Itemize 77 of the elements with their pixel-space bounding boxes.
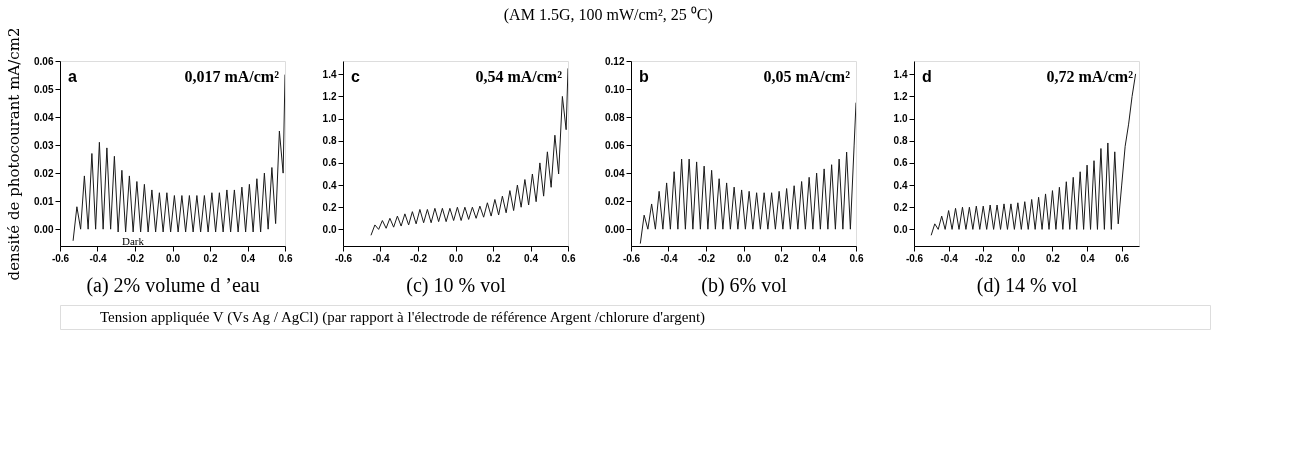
y-tick-label: 0.0 [893, 223, 908, 235]
x-tick-label: 0.0 [166, 252, 181, 264]
x-tick-label: 0.4 [1080, 252, 1095, 264]
x-tick-label: -0.4 [89, 252, 108, 264]
y-axis-title: densité de photocourant mA/cm2 [5, 27, 24, 281]
annotation: 0,54 mA/cm² [475, 68, 563, 85]
x-tick-label: -0.2 [697, 252, 716, 264]
x-axis-title: (d) 14 % vol [976, 273, 1078, 297]
x-tick-label: 0.4 [241, 252, 256, 264]
annotation: a [68, 68, 77, 85]
annotation: 0,017 mA/cm² [184, 68, 280, 85]
annotation: Dark [122, 235, 145, 247]
annotation: c [351, 68, 360, 85]
x-tick-label: -0.6 [51, 252, 70, 264]
x-tick-label: -0.2 [975, 252, 993, 264]
line-series [930, 73, 1137, 236]
y-tick-label: 0.08 [605, 111, 625, 123]
x-tick-label: 0.6 [849, 252, 864, 264]
y-tick-label: 0.04 [34, 111, 54, 123]
x-tick-label: 0.6 [561, 252, 576, 264]
text: Tension appliquée V (Vs Ag / AgCl) (par rapport à l'électrode de référence Argent /chlorure d'argent) [100, 309, 706, 326]
y-tick-label: 0.6 [893, 157, 908, 169]
line-series [639, 102, 856, 244]
y-tick-label: 1.4 [322, 68, 337, 80]
y-tick-label: 0.06 [605, 139, 625, 151]
x-tick-label: 0.2 [486, 252, 501, 264]
y-tick-label: 0.8 [893, 135, 908, 147]
y-tick-label: 0.2 [893, 201, 908, 213]
y-tick-label: 0.6 [322, 157, 337, 169]
y-tick-label: 1.4 [893, 68, 908, 80]
x-tick-label: 0.2 [774, 252, 789, 264]
y-tick-label: 0.01 [34, 195, 54, 207]
x-tick-label: -0.6 [334, 252, 353, 264]
x-tick-label: -0.2 [409, 252, 428, 264]
annotation: d [922, 68, 932, 85]
x-tick-label: 0.4 [812, 252, 827, 264]
y-tick-label: 0.12 [605, 55, 625, 67]
y-tick-label: 0.4 [893, 179, 908, 191]
x-tick-label: -0.4 [940, 252, 959, 264]
x-tick-label: 0.2 [203, 252, 218, 264]
annotation: b [639, 68, 649, 85]
annotation: 0,05 mA/cm² [763, 68, 851, 85]
x-tick-label: 0.6 [1115, 252, 1130, 264]
x-axis-title: (c) 10 % vol [406, 273, 507, 297]
y-tick-label: 0.2 [322, 201, 337, 213]
y-tick-label: 0.10 [605, 83, 625, 95]
y-tick-label: 0.0 [322, 223, 337, 235]
x-axis-title: (b) 6% vol [701, 273, 788, 297]
x-tick-label: 0.6 [278, 252, 293, 264]
y-tick-label: 0.03 [34, 139, 54, 151]
text: (AM 1.5G, 100 mW/cm², 25 ⁰C) [503, 5, 713, 24]
y-tick-label: 0.02 [605, 195, 625, 207]
y-tick-label: 1.0 [893, 113, 908, 125]
annotation: 0,72 mA/cm² [1046, 68, 1134, 85]
y-tick-label: 0.00 [605, 223, 625, 235]
line-series [370, 68, 568, 236]
x-tick-label: 0.0 [449, 252, 464, 264]
y-tick-label: 0.4 [322, 179, 337, 191]
x-tick-label: 0.2 [1046, 252, 1061, 264]
y-tick-label: 1.0 [322, 113, 337, 125]
y-tick-label: 1.2 [322, 90, 337, 102]
y-tick-label: 0.02 [34, 167, 54, 179]
x-tick-label: -0.2 [126, 252, 145, 264]
y-tick-label: 1.2 [893, 90, 908, 102]
x-axis-title: (a) 2% volume d ’eau [86, 273, 260, 297]
x-tick-label: 0.0 [737, 252, 752, 264]
y-tick-label: 0.8 [322, 135, 337, 147]
x-tick-label: 0.4 [524, 252, 539, 264]
x-tick-label: -0.6 [905, 252, 924, 264]
x-tick-label: 0.0 [1011, 252, 1026, 264]
y-tick-label: 0.05 [34, 83, 54, 95]
x-tick-label: -0.4 [660, 252, 679, 264]
y-tick-label: 0.00 [34, 223, 54, 235]
x-tick-label: -0.4 [372, 252, 391, 264]
y-tick-label: 0.06 [34, 55, 54, 67]
x-tick-label: -0.6 [622, 252, 641, 264]
y-tick-label: 0.04 [605, 167, 625, 179]
